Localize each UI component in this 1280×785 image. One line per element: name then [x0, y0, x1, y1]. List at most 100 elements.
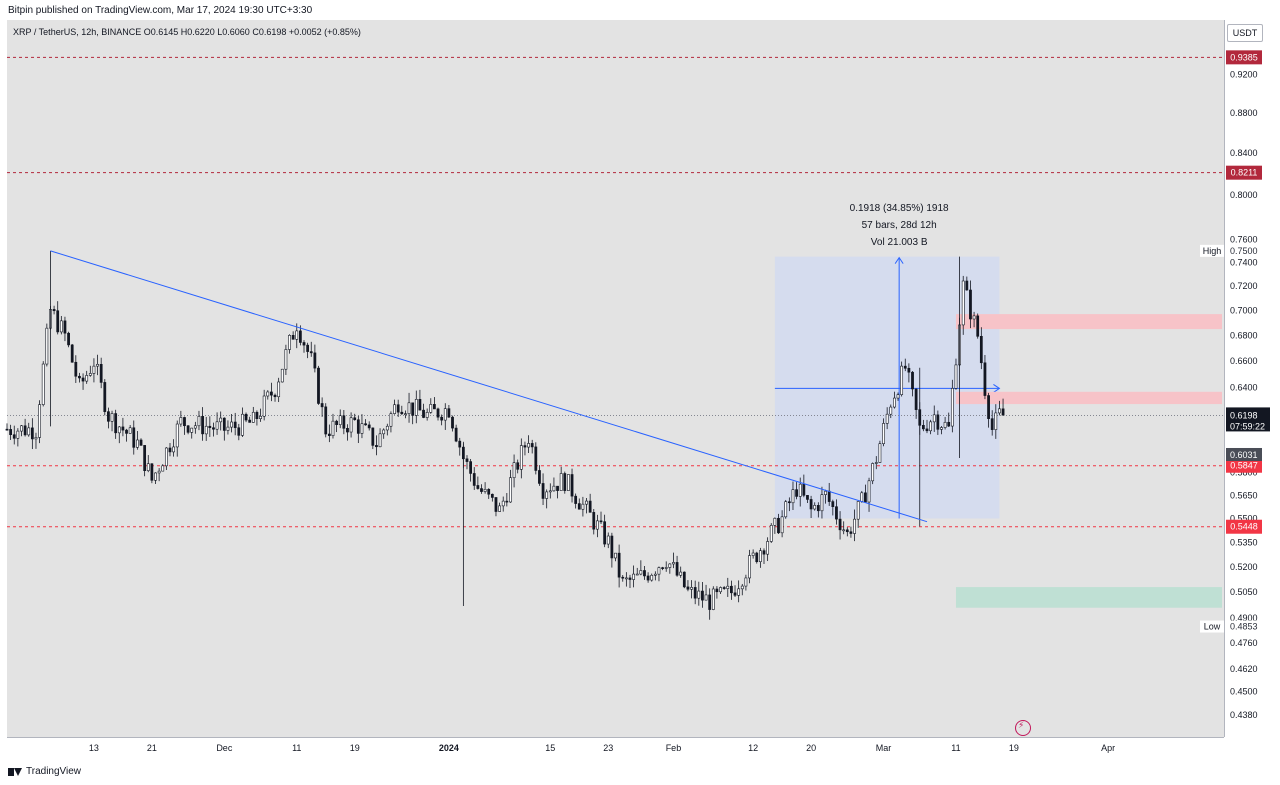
candle-down[interactable] — [313, 352, 317, 369]
candle-up[interactable] — [874, 462, 878, 464]
candle-up[interactable] — [766, 541, 770, 555]
candle-up[interactable] — [519, 445, 523, 470]
candle-up[interactable] — [758, 550, 762, 563]
candle-down[interactable] — [70, 344, 74, 363]
supply-zone[interactable] — [955, 314, 1222, 330]
candle-down[interactable] — [400, 411, 404, 415]
candle-down[interactable] — [327, 433, 331, 436]
candle-up[interactable] — [179, 417, 183, 425]
candle-up[interactable] — [172, 446, 175, 453]
candle-down[interactable] — [835, 506, 838, 520]
candle-down[interactable] — [643, 570, 646, 577]
candle-up[interactable] — [204, 425, 208, 435]
candle-down[interactable] — [577, 503, 581, 510]
candle-up[interactable] — [38, 404, 41, 438]
candle-up[interactable] — [20, 425, 23, 432]
candle-down[interactable] — [480, 488, 483, 492]
candle-down[interactable] — [244, 413, 248, 421]
candle-down[interactable] — [617, 552, 621, 578]
candle-up[interactable] — [197, 416, 201, 427]
candle-down[interactable] — [125, 429, 128, 434]
candle-up[interactable] — [425, 412, 429, 418]
candle-down[interactable] — [730, 585, 733, 594]
candle-down[interactable] — [273, 394, 277, 398]
candle-up[interactable] — [769, 525, 773, 542]
candle-down[interactable] — [255, 411, 259, 419]
candle-up[interactable] — [744, 577, 748, 587]
candle-down[interactable] — [186, 425, 190, 433]
candle-up[interactable] — [632, 573, 635, 580]
candle-down[interactable] — [222, 417, 226, 431]
candle-up[interactable] — [41, 363, 45, 405]
candle-up[interactable] — [349, 417, 353, 433]
candle-up[interactable] — [635, 573, 639, 576]
candle-up[interactable] — [92, 365, 96, 374]
candle-up[interactable] — [509, 477, 512, 503]
trendline[interactable] — [50, 250, 928, 523]
candle-up[interactable] — [545, 491, 549, 499]
candle-up[interactable] — [704, 594, 708, 601]
candle-down[interactable] — [367, 424, 371, 429]
candle-down[interactable] — [628, 577, 632, 580]
candle-down[interactable] — [505, 500, 509, 503]
candle-down[interactable] — [201, 416, 204, 435]
candle-down[interactable] — [925, 428, 929, 432]
candle-up[interactable] — [443, 408, 447, 421]
candle-down[interactable] — [436, 408, 440, 418]
candle-up[interactable] — [389, 413, 393, 427]
candle-down[interactable] — [52, 309, 56, 312]
candle-up[interactable] — [157, 470, 161, 474]
candle-down[interactable] — [849, 531, 853, 534]
candle-down[interactable] — [603, 521, 607, 545]
candle-up[interactable] — [929, 421, 933, 432]
candle-up[interactable] — [407, 402, 411, 414]
candle-down[interactable] — [472, 473, 476, 486]
candle-down[interactable] — [777, 517, 780, 534]
candle-up[interactable] — [679, 571, 683, 576]
candle-down[interactable] — [588, 500, 592, 513]
candle-down[interactable] — [541, 483, 545, 499]
candle-down[interactable] — [487, 488, 491, 495]
candle-down[interactable] — [914, 388, 918, 410]
candle-down[interactable] — [298, 330, 302, 343]
candle-up[interactable] — [251, 411, 255, 423]
candle-down[interactable] — [440, 416, 444, 421]
candle-up[interactable] — [338, 415, 342, 425]
candle-up[interactable] — [885, 413, 889, 424]
candle-down[interactable] — [990, 418, 994, 430]
candle-up[interactable] — [773, 517, 777, 526]
candle-down[interactable] — [309, 351, 313, 354]
candle-down[interactable] — [233, 421, 237, 429]
candle-up[interactable] — [813, 505, 817, 510]
candle-down[interactable] — [621, 576, 625, 579]
candle-up[interactable] — [842, 529, 846, 532]
candle-up[interactable] — [889, 406, 893, 415]
candle-down[interactable] — [682, 571, 686, 588]
candle-up[interactable] — [860, 492, 864, 502]
candle-up[interactable] — [262, 395, 266, 417]
time-axis[interactable] — [7, 737, 1224, 761]
candle-up[interactable] — [284, 349, 288, 370]
candle-down[interactable] — [465, 458, 469, 462]
candle-down[interactable] — [795, 489, 798, 497]
candle-up[interactable] — [241, 413, 244, 436]
candle-down[interactable] — [114, 413, 118, 434]
candle-up[interactable] — [190, 427, 194, 433]
candle-down[interactable] — [143, 445, 147, 471]
candle-up[interactable] — [653, 573, 657, 576]
candle-up[interactable] — [585, 500, 588, 505]
candle-down[interactable] — [921, 424, 925, 430]
candle-up[interactable] — [853, 518, 856, 534]
candle-up[interactable] — [954, 364, 958, 389]
candle-down[interactable] — [911, 371, 914, 390]
candle-up[interactable] — [45, 327, 49, 365]
candle-down[interactable] — [838, 518, 842, 531]
candle-down[interactable] — [969, 289, 972, 320]
lightning-icon[interactable] — [1015, 720, 1031, 736]
candle-down[interactable] — [976, 315, 980, 337]
candle-down[interactable] — [530, 443, 534, 448]
candle-down[interactable] — [208, 425, 212, 429]
candle-down[interactable] — [237, 427, 241, 436]
candle-up[interactable] — [878, 443, 882, 463]
candle-up[interactable] — [164, 447, 168, 467]
